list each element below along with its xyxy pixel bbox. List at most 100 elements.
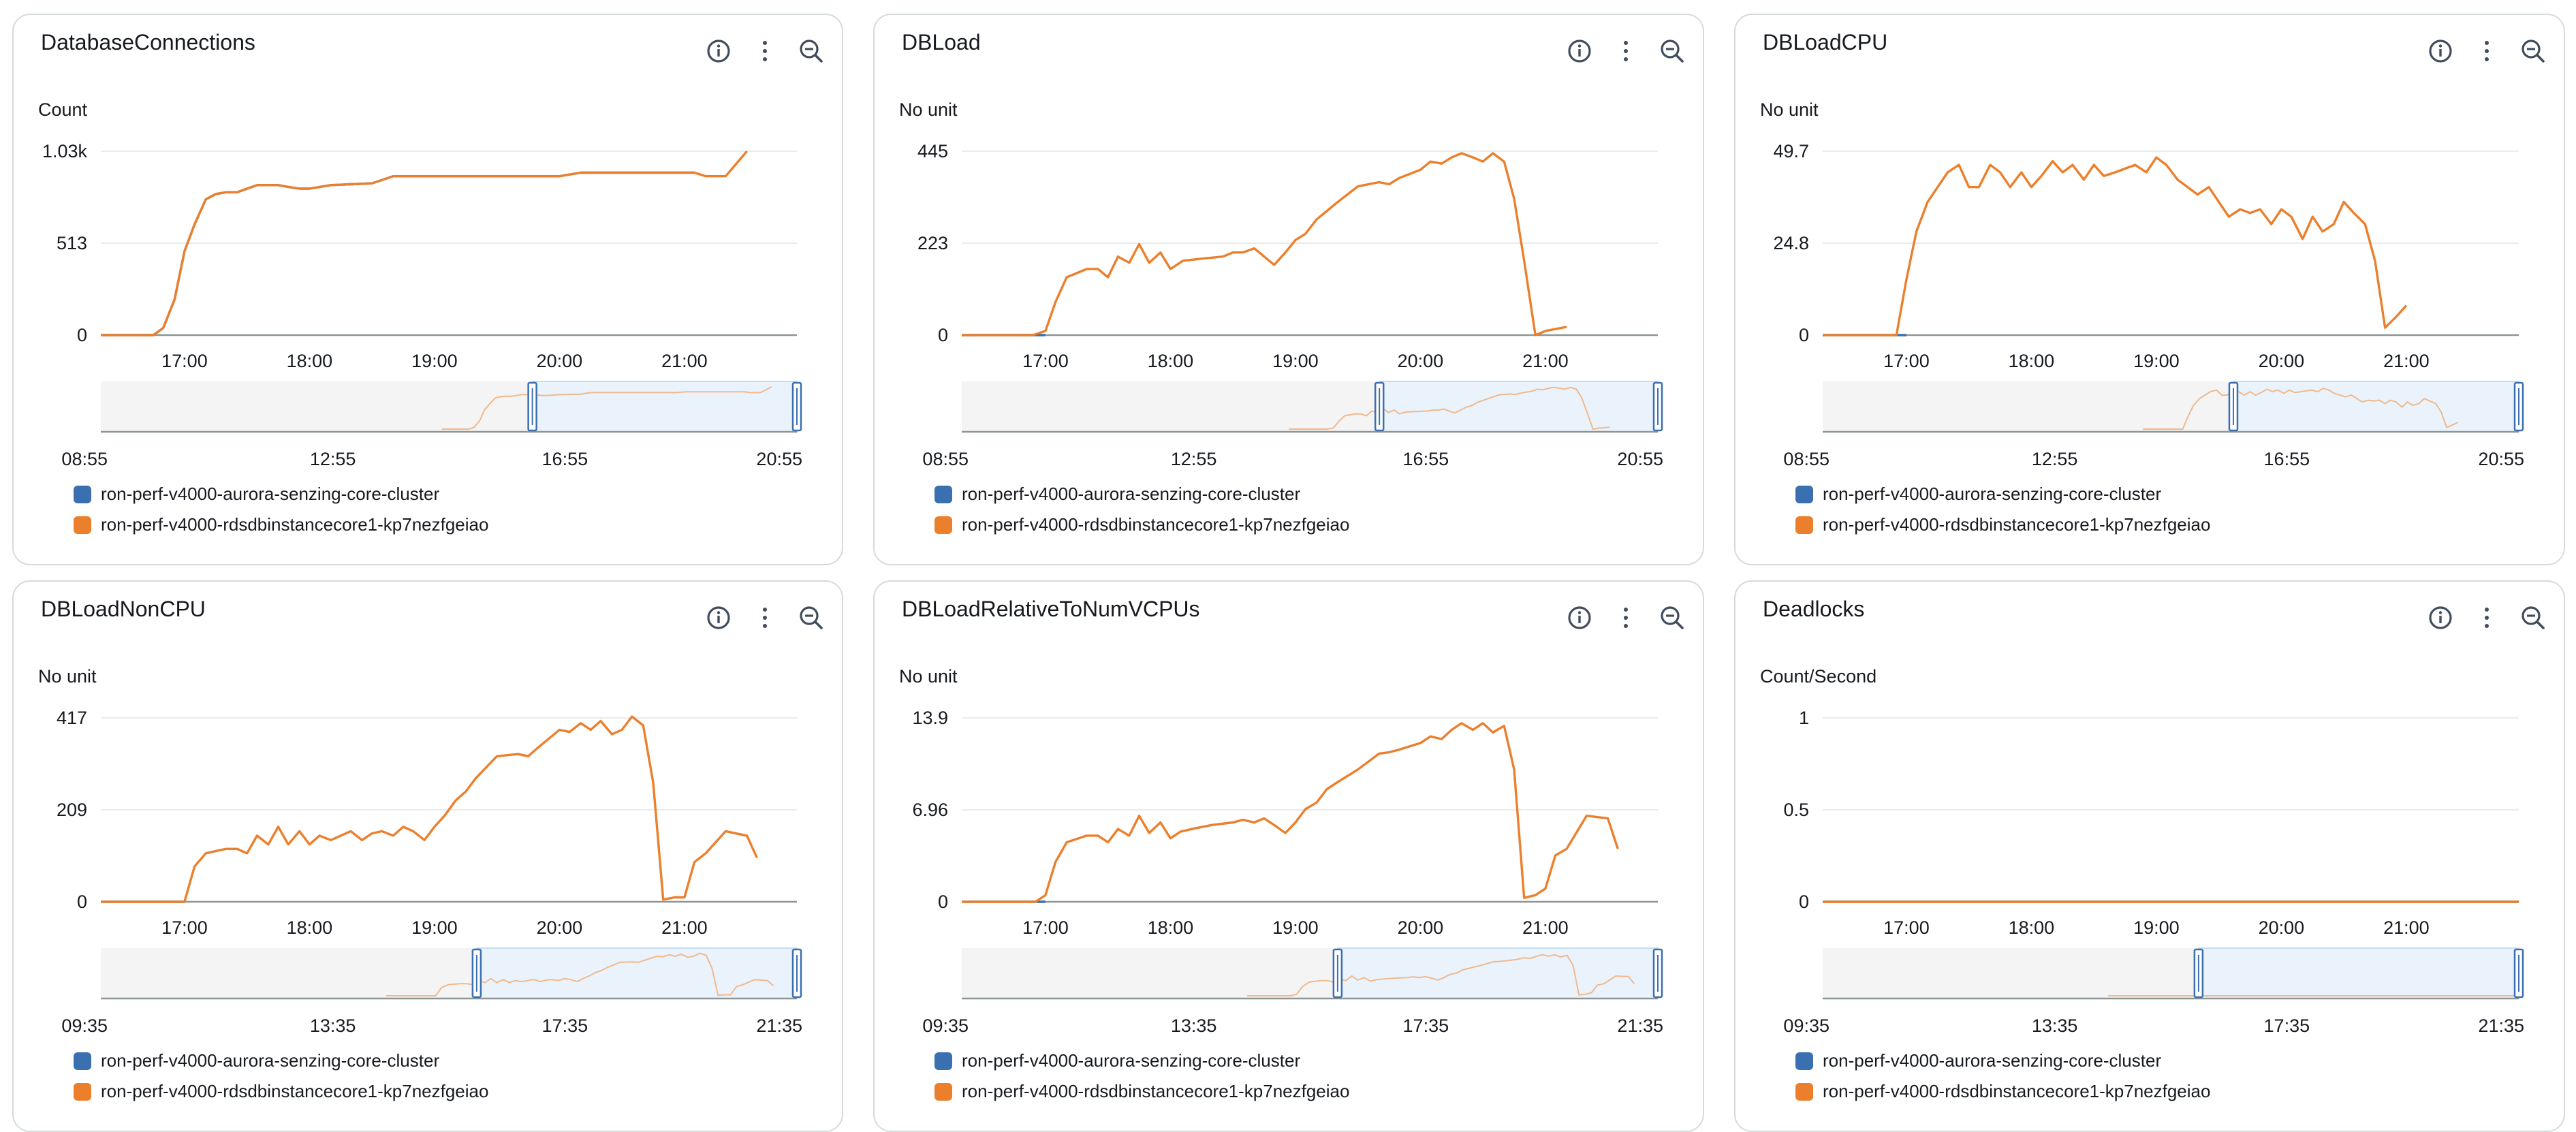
- navigator-selection[interactable]: [531, 381, 798, 433]
- info-button[interactable]: [2423, 34, 2457, 68]
- x-tick-label: 18:00: [1148, 351, 1194, 371]
- more-vertical-button[interactable]: [2470, 601, 2504, 635]
- y-tick-label: 0: [938, 892, 948, 912]
- x-tick-label: 18:00: [287, 917, 333, 938]
- legend-swatch: [934, 485, 952, 503]
- navigator-selection[interactable]: [2233, 381, 2519, 433]
- legend-item[interactable]: ron-perf-v4000-rdsdbinstancecore1-kp7nez…: [74, 514, 488, 535]
- panel-actions: [1562, 34, 1689, 68]
- navigator-tick-label: 12:55: [1171, 449, 1217, 469]
- legend-item[interactable]: ron-perf-v4000-aurora-senzing-core-clust…: [1795, 484, 2210, 505]
- navigator-tick-label: 17:35: [2264, 1016, 2310, 1036]
- x-tick-label: 17:00: [1883, 351, 1930, 371]
- legend-item[interactable]: ron-perf-v4000-aurora-senzing-core-clust…: [74, 484, 488, 505]
- more-vertical-button[interactable]: [2470, 34, 2504, 68]
- zoom-out-button[interactable]: [1655, 601, 1689, 635]
- navigator-tick-label: 17:35: [542, 1016, 588, 1036]
- series-line-0[interactable]: [101, 171, 695, 336]
- series-line-1[interactable]: [1823, 156, 2408, 336]
- legend: ron-perf-v4000-aurora-senzing-core-clust…: [1795, 484, 2210, 535]
- zoom-out-button[interactable]: [794, 34, 828, 68]
- navigator-tick-label: 12:55: [310, 449, 356, 469]
- legend-item[interactable]: ron-perf-v4000-rdsdbinstancecore1-kp7nez…: [1795, 514, 2210, 535]
- info-button[interactable]: [702, 601, 736, 635]
- navigator-selection[interactable]: [476, 947, 798, 999]
- navigator-selection[interactable]: [2198, 947, 2519, 999]
- x-tick-label: 21:00: [1522, 917, 1569, 938]
- legend: ron-perf-v4000-aurora-senzing-core-clust…: [934, 1050, 1349, 1102]
- panel-title: DBLoadRelativeToNumVCPUs: [902, 597, 1200, 621]
- legend-swatch: [1795, 516, 1813, 534]
- x-tick-label: 17:00: [1022, 351, 1069, 371]
- x-tick-label: 19:00: [2133, 917, 2180, 938]
- more-vertical-button[interactable]: [748, 34, 782, 68]
- line-chart: 0 6.96 13.9 17:00 18:00 19:00 20:00 21:00 09:35 1…: [912, 708, 1663, 1036]
- y-tick-label: 0: [1799, 325, 1809, 345]
- series-line-1[interactable]: [101, 715, 758, 903]
- legend-item[interactable]: ron-perf-v4000-rdsdbinstancecore1-kp7nez…: [934, 1081, 1349, 1102]
- x-tick-label: 18:00: [2009, 917, 2055, 938]
- navigator-tick-label: 08:55: [1783, 449, 1829, 469]
- y-axis-unit: Count/Second: [1760, 666, 1877, 687]
- navigator-tick-label: 09:35: [61, 1016, 108, 1036]
- navigator-selection[interactable]: [1337, 947, 1659, 999]
- zoom-out-button[interactable]: [794, 601, 828, 635]
- legend-item[interactable]: ron-perf-v4000-aurora-senzing-core-clust…: [934, 484, 1349, 505]
- legend-item[interactable]: ron-perf-v4000-aurora-senzing-core-clust…: [74, 1050, 488, 1071]
- more-vertical-icon: [763, 41, 767, 61]
- y-tick-label: 1.03k: [42, 141, 88, 161]
- zoom-out-icon: [1661, 40, 1684, 63]
- zoom-out-button[interactable]: [2516, 601, 2550, 635]
- metric-panel: DBLoadRelativeToNumVCPUs No unit 0 6.96 13.9…: [873, 580, 1704, 1132]
- more-vertical-button[interactable]: [1609, 34, 1643, 68]
- info-button[interactable]: [1562, 34, 1597, 68]
- panel-actions: [2423, 601, 2550, 635]
- legend-swatch: [1795, 1082, 1813, 1101]
- x-tick-label: 19:00: [2133, 351, 2180, 371]
- legend-label: ron-perf-v4000-rdsdbinstancecore1-kp7nez…: [101, 514, 489, 535]
- y-tick-label: 223: [917, 233, 948, 253]
- legend-label: ron-perf-v4000-aurora-senzing-core-clust…: [962, 484, 1301, 504]
- info-button[interactable]: [702, 34, 736, 68]
- x-tick-label: 17:00: [161, 917, 208, 938]
- legend: ron-perf-v4000-aurora-senzing-core-clust…: [934, 484, 1349, 535]
- navigator-tick-label: 08:55: [922, 449, 969, 469]
- y-tick-label: 209: [57, 800, 87, 820]
- legend: ron-perf-v4000-aurora-senzing-core-clust…: [74, 484, 488, 535]
- legend-item[interactable]: ron-perf-v4000-rdsdbinstancecore1-kp7nez…: [1795, 1081, 2210, 1102]
- info-icon: [2429, 606, 2452, 629]
- legend-label: ron-perf-v4000-aurora-senzing-core-clust…: [1823, 484, 2162, 504]
- legend-item[interactable]: ron-perf-v4000-rdsdbinstancecore1-kp7nez…: [934, 514, 1349, 535]
- legend-item[interactable]: ron-perf-v4000-aurora-senzing-core-clust…: [934, 1050, 1349, 1071]
- x-tick-label: 19:00: [411, 351, 458, 371]
- x-tick-label: 21:00: [661, 351, 708, 371]
- panel-actions: [702, 34, 828, 68]
- x-tick-label: 18:00: [1148, 917, 1194, 938]
- panel-title: DBLoadCPU: [1763, 30, 1888, 54]
- metric-panel: Deadlocks Count/Second 0 0.5 1 17:00 18:00 19:0…: [1734, 580, 2565, 1132]
- x-tick-label: 18:00: [2009, 351, 2055, 371]
- legend-swatch: [74, 485, 91, 503]
- zoom-out-icon: [800, 606, 823, 629]
- series-line-1[interactable]: [962, 152, 1567, 336]
- info-icon: [1568, 40, 1591, 63]
- zoom-out-button[interactable]: [1655, 34, 1689, 68]
- legend-swatch: [934, 1082, 952, 1101]
- navigator-selection[interactable]: [1379, 381, 1659, 433]
- info-button[interactable]: [2423, 601, 2457, 635]
- zoom-out-button[interactable]: [2516, 34, 2550, 68]
- info-button[interactable]: [1562, 601, 1597, 635]
- navigator-tick-label: 13:35: [2032, 1016, 2078, 1036]
- legend-item[interactable]: ron-perf-v4000-aurora-senzing-core-clust…: [1795, 1050, 2210, 1071]
- x-tick-label: 20:00: [1398, 351, 1444, 371]
- legend-item[interactable]: ron-perf-v4000-rdsdbinstancecore1-kp7nez…: [74, 1081, 488, 1102]
- navigator-tick-label: 21:35: [756, 1016, 802, 1036]
- more-vertical-button[interactable]: [1609, 601, 1643, 635]
- series-line-1[interactable]: [962, 722, 1619, 903]
- panel-title: DBLoadNonCPU: [41, 597, 206, 621]
- legend-label: ron-perf-v4000-rdsdbinstancecore1-kp7nez…: [1823, 1081, 2211, 1101]
- line-chart: 0 513 1.03k 17:00 18:00 19:00 20:00 21:00 08:55 1…: [42, 141, 802, 469]
- zoom-out-icon: [2522, 606, 2545, 629]
- series-line-1[interactable]: [101, 150, 748, 336]
- more-vertical-button[interactable]: [748, 601, 782, 635]
